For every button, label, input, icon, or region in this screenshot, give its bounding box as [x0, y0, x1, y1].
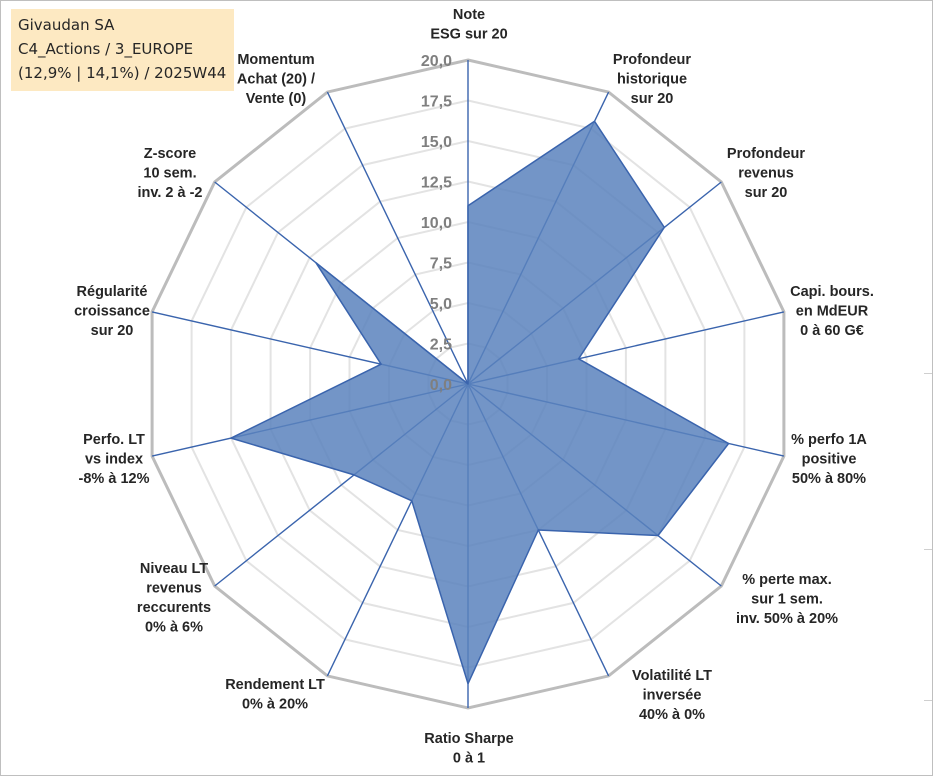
axis-label: % perfo 1A positive 50% à 80% — [791, 432, 867, 487]
axis-label-line: Momentum — [237, 52, 314, 68]
axis-label-line: vs index — [85, 452, 143, 468]
tick-label: 20,0 — [421, 53, 452, 70]
axis-label: Capi. bours. en MdEUR 0 à 60 G€ — [790, 284, 874, 339]
axis-label-line: ESG sur 20 — [430, 27, 507, 43]
axis-label-line: 0 à 1 — [453, 751, 485, 767]
title-line-2: C4_Actions / 3_EUROPE — [18, 40, 194, 58]
axis-label-line: sur 20 — [91, 323, 134, 339]
axis-label-line: Capi. bours. — [790, 284, 874, 300]
axis-spoke — [326, 91, 469, 385]
axis-label: Régularité croissance sur 20 — [74, 284, 150, 339]
axis-label-line: sur 20 — [745, 185, 788, 201]
axis-label-line: Niveau LT — [140, 561, 208, 577]
edge-mark — [924, 373, 932, 374]
axis-label: Perfo. LT vs index -8% à 12% — [79, 432, 150, 487]
axis-label-line: inv. 2 à -2 — [137, 185, 202, 201]
axis-label-line: revenus — [146, 581, 202, 597]
title-line-1: Givaudan SA — [18, 16, 115, 34]
axis-label-line: Rendement LT — [225, 677, 325, 693]
series-area — [230, 120, 730, 685]
axis-label-line: Note — [453, 7, 485, 23]
tick-label: 12,5 — [421, 175, 452, 192]
axis-label: % perte max. sur 1 sem. inv. 50% à 20% — [736, 572, 838, 627]
axis-label-line: sur 20 — [631, 91, 674, 107]
axis-label: Profondeur revenus sur 20 — [727, 146, 805, 201]
axis-label-line: 0% à 20% — [242, 697, 308, 713]
edge-mark — [924, 700, 932, 701]
axis-label-line: Ratio Sharpe — [424, 731, 513, 747]
axis-label-line: historique — [617, 72, 687, 88]
axis-label: Volatilité LT inversée 40% à 0% — [632, 668, 712, 723]
axis-label-line: sur 1 sem. — [751, 592, 823, 608]
axis-label-line: 0% à 6% — [145, 620, 203, 636]
axis-label: Rendement LT 0% à 20% — [225, 677, 325, 713]
axis-label-line: 10 sem. — [143, 166, 196, 182]
axis-label-line: croissance — [74, 304, 150, 320]
radial-tick-labels: 0,0 2,5 5,0 7,5 10,0 12,5 15,0 17,5 20,0 — [421, 53, 452, 394]
axis-label-line: inv. 50% à 20% — [736, 611, 838, 627]
axis-label: Ratio Sharpe 0 à 1 — [424, 731, 513, 767]
axis-label-line: 40% à 0% — [639, 707, 705, 723]
axis-label: Niveau LT revenus reccurents 0% à 6% — [137, 561, 211, 636]
axis-label: Momentum Achat (20) / Vente (0) — [237, 52, 315, 107]
axis-label-line: en MdEUR — [796, 304, 869, 320]
axis-label-line: positive — [802, 452, 857, 468]
tick-label: 17,5 — [421, 94, 452, 111]
axis-label-line: Perfo. LT — [83, 432, 145, 448]
title-box: Givaudan SA C4_Actions / 3_EUROPE (12,9%… — [11, 9, 234, 91]
axis-label-line: Profondeur — [727, 146, 805, 162]
axis-label-line: reccurents — [137, 600, 211, 616]
tick-label: 10,0 — [421, 215, 452, 232]
axis-label-line: revenus — [738, 166, 794, 182]
axis-label-line: Vente (0) — [246, 91, 307, 107]
tick-label: 7,5 — [430, 256, 452, 273]
axis-label-line: Régularité — [77, 284, 148, 300]
axis-label-line: Volatilité LT — [632, 668, 712, 684]
tick-label: 5,0 — [430, 296, 452, 313]
title-line-3: (12,9% | 14,1%) / 2025W44 — [18, 64, 227, 82]
tick-label: 15,0 — [421, 134, 452, 151]
axis-label: Note ESG sur 20 — [430, 7, 507, 43]
axis-label-line: inversée — [643, 688, 702, 704]
tick-label: 2,5 — [430, 337, 452, 354]
axis-label: Z-score 10 sem. inv. 2 à -2 — [137, 146, 202, 201]
axis-label-line: % perte max. — [742, 572, 831, 588]
axis-label: Profondeur historique sur 20 — [613, 52, 691, 107]
axis-labels: Note ESG sur 20 Profondeur historique sur 20… — [74, 7, 874, 767]
axis-label-line: Profondeur — [613, 52, 691, 68]
axis-label-line: 0 à 60 G€ — [800, 323, 864, 339]
edge-mark — [924, 549, 932, 550]
axis-label-line: % perfo 1A — [791, 432, 867, 448]
axis-label-line: -8% à 12% — [79, 471, 150, 487]
tick-label: 0,0 — [430, 377, 452, 394]
axis-label-line: 50% à 80% — [792, 471, 866, 487]
axis-label-line: Achat (20) / — [237, 72, 315, 88]
radar-series — [230, 120, 730, 685]
axis-label-line: Z-score — [144, 146, 196, 162]
